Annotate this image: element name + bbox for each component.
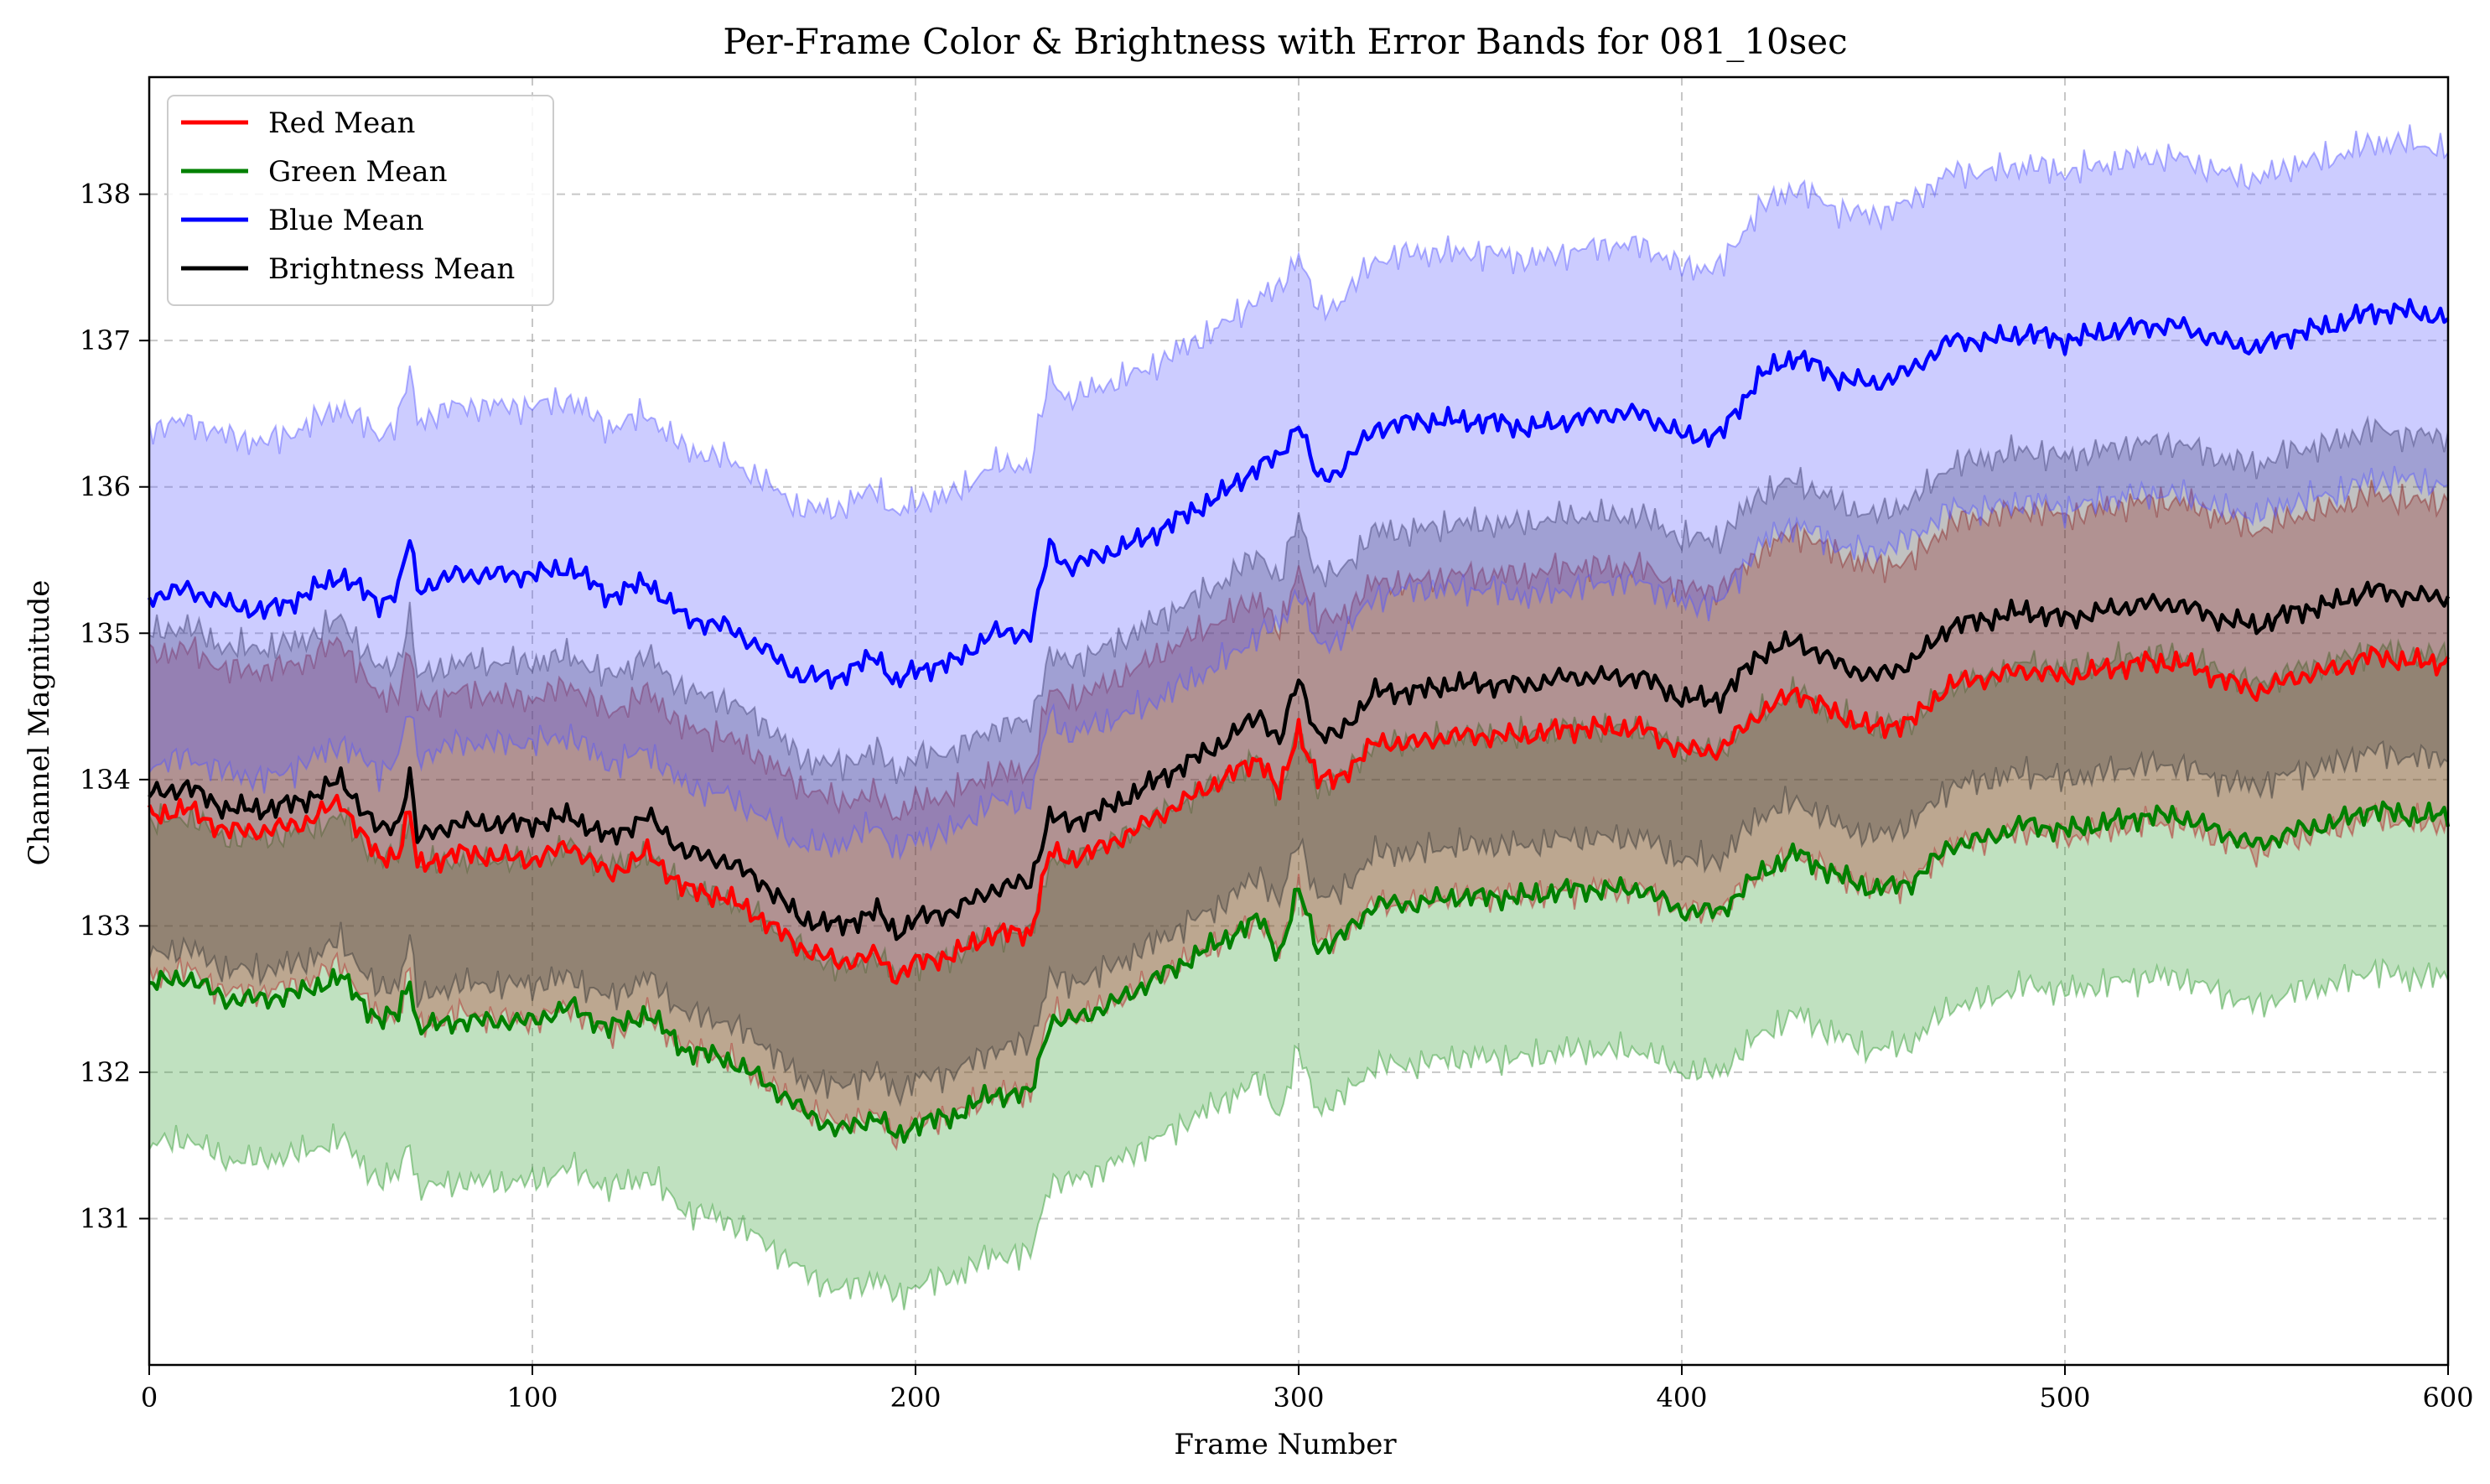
legend-box (167, 95, 554, 306)
legend-label-0: Red Mean (268, 106, 415, 140)
line-blue-mean (147, 298, 2450, 690)
x-tick-label-6: 600 (2422, 1382, 2473, 1414)
x-tick-label-5: 500 (2039, 1382, 2090, 1414)
y-tick-label-7: 138 (80, 179, 131, 210)
legend-label-2: Blue Mean (268, 204, 424, 237)
x-axis-label: Frame Number (1174, 1428, 1397, 1461)
y-tick-label-2: 133 (80, 910, 131, 942)
y-axis-label: Channel Magnitude (23, 580, 56, 866)
y-axis-ticks: 131 132 133 134 135 136 137 138 (80, 179, 149, 1234)
line-brightness-mean (148, 580, 2451, 942)
y-tick-label-4: 135 (80, 617, 131, 649)
y-tick-label-6: 137 (80, 324, 131, 356)
line-green-mean (148, 800, 2451, 1144)
y-tick-label-1: 132 (80, 1056, 131, 1088)
line-red-mean (147, 646, 2450, 985)
error-bands (148, 124, 2449, 1310)
x-tick-label-0: 0 (141, 1382, 158, 1414)
mean-lines (147, 298, 2451, 1144)
legend: Red Mean Green Mean Blue Mean Brightness Me… (167, 95, 554, 306)
x-axis-ticks: 0 100 200 300 400 500 600 (141, 1365, 2474, 1414)
legend-label-1: Green Mean (268, 155, 447, 189)
y-tick-label-5: 136 (80, 471, 131, 503)
x-tick-label-4: 400 (1656, 1382, 1707, 1414)
legend-label-3: Brightness Mean (268, 252, 515, 286)
y-tick-label-0: 131 (80, 1202, 131, 1234)
y-tick-label-3: 134 (80, 764, 131, 796)
x-tick-label-2: 200 (890, 1382, 941, 1414)
x-tick-label-1: 100 (506, 1382, 558, 1414)
chart-title: Per-Frame Color & Brightness with Error … (723, 21, 1847, 62)
x-tick-label-3: 300 (1273, 1382, 1324, 1414)
